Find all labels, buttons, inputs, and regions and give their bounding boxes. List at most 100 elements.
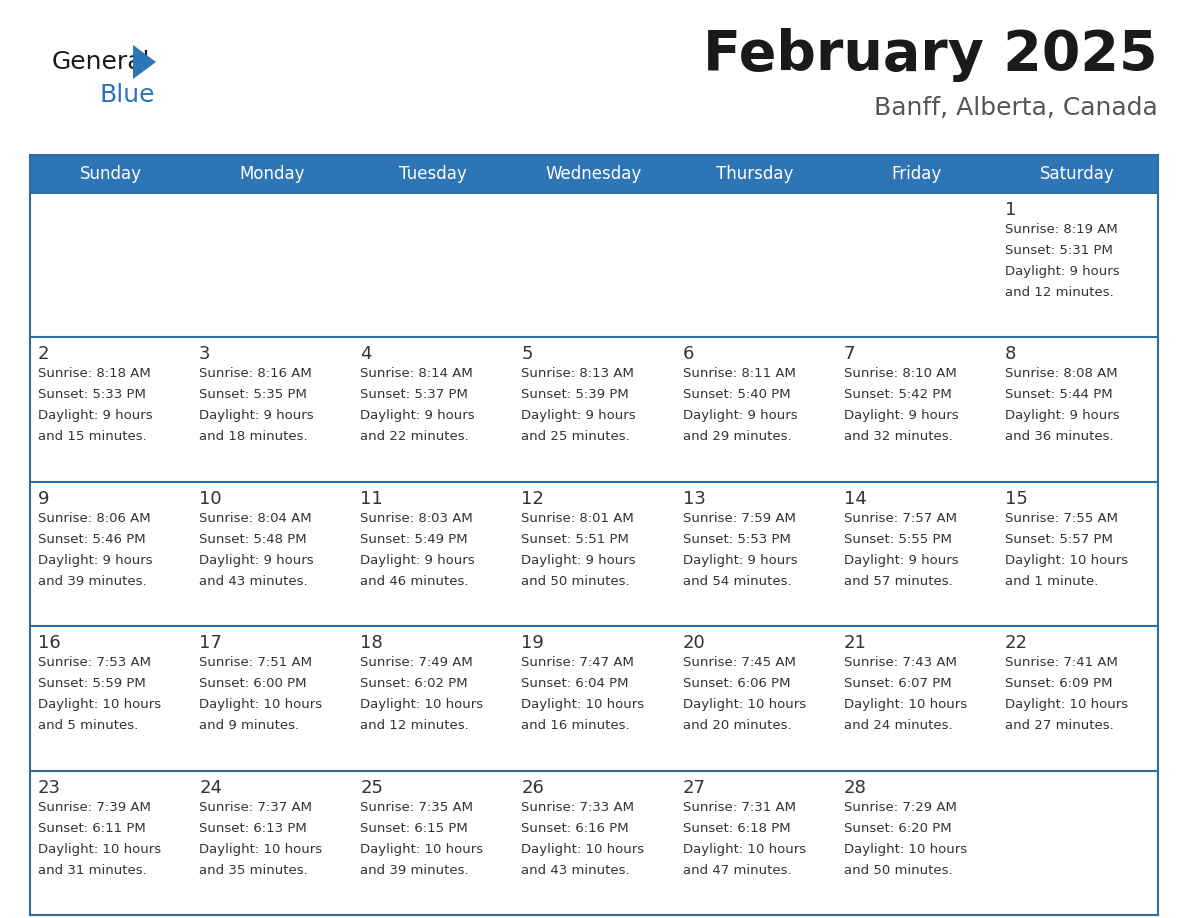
Text: and 9 minutes.: and 9 minutes. — [200, 719, 299, 733]
Text: Daylight: 9 hours: Daylight: 9 hours — [683, 554, 797, 566]
Bar — [675, 626, 835, 770]
Bar — [835, 626, 997, 770]
Text: Sunrise: 8:13 AM: Sunrise: 8:13 AM — [522, 367, 634, 380]
Bar — [835, 193, 997, 338]
Text: and 12 minutes.: and 12 minutes. — [1005, 286, 1113, 299]
Bar — [513, 770, 675, 915]
Text: and 1 minute.: and 1 minute. — [1005, 575, 1098, 588]
Text: and 24 minutes.: and 24 minutes. — [843, 719, 953, 733]
Text: Sunrise: 8:06 AM: Sunrise: 8:06 AM — [38, 512, 151, 525]
Text: Daylight: 9 hours: Daylight: 9 hours — [360, 409, 475, 422]
Text: Monday: Monday — [239, 165, 304, 183]
Text: Sunset: 6:09 PM: Sunset: 6:09 PM — [1005, 677, 1112, 690]
Text: Sunset: 6:11 PM: Sunset: 6:11 PM — [38, 822, 146, 834]
Text: and 31 minutes.: and 31 minutes. — [38, 864, 147, 877]
Text: Sunrise: 8:14 AM: Sunrise: 8:14 AM — [360, 367, 473, 380]
Text: 20: 20 — [683, 634, 706, 652]
Text: Daylight: 10 hours: Daylight: 10 hours — [200, 699, 322, 711]
Text: 15: 15 — [1005, 490, 1028, 508]
Bar — [835, 770, 997, 915]
Bar — [997, 770, 1158, 915]
Text: Sunrise: 8:03 AM: Sunrise: 8:03 AM — [360, 512, 473, 525]
Text: Daylight: 9 hours: Daylight: 9 hours — [1005, 409, 1119, 422]
Text: Sunset: 6:02 PM: Sunset: 6:02 PM — [360, 677, 468, 690]
Bar — [675, 193, 835, 338]
Text: Daylight: 10 hours: Daylight: 10 hours — [683, 843, 805, 856]
Text: 10: 10 — [200, 490, 222, 508]
Bar — [353, 338, 513, 482]
Text: and 46 minutes.: and 46 minutes. — [360, 575, 469, 588]
Text: Daylight: 9 hours: Daylight: 9 hours — [843, 554, 959, 566]
Text: 18: 18 — [360, 634, 383, 652]
Bar — [191, 338, 353, 482]
Bar — [513, 193, 675, 338]
Bar — [997, 193, 1158, 338]
Text: and 43 minutes.: and 43 minutes. — [200, 575, 308, 588]
Bar — [30, 482, 191, 626]
Text: and 50 minutes.: and 50 minutes. — [843, 864, 953, 877]
Text: 6: 6 — [683, 345, 694, 364]
Text: Daylight: 9 hours: Daylight: 9 hours — [200, 409, 314, 422]
Text: Sunrise: 7:55 AM: Sunrise: 7:55 AM — [1005, 512, 1118, 525]
Text: Sunday: Sunday — [80, 165, 141, 183]
Text: Sunset: 5:57 PM: Sunset: 5:57 PM — [1005, 532, 1113, 546]
Text: 21: 21 — [843, 634, 866, 652]
Text: Sunrise: 8:16 AM: Sunrise: 8:16 AM — [200, 367, 312, 380]
Bar — [30, 626, 191, 770]
Text: Sunset: 5:53 PM: Sunset: 5:53 PM — [683, 532, 790, 546]
Text: and 12 minutes.: and 12 minutes. — [360, 719, 469, 733]
Bar — [191, 626, 353, 770]
Text: Daylight: 10 hours: Daylight: 10 hours — [522, 843, 645, 856]
Text: 26: 26 — [522, 778, 544, 797]
Text: 13: 13 — [683, 490, 706, 508]
Bar — [513, 626, 675, 770]
Text: Daylight: 9 hours: Daylight: 9 hours — [522, 554, 636, 566]
Text: Sunrise: 7:35 AM: Sunrise: 7:35 AM — [360, 800, 473, 813]
Text: Sunrise: 7:51 AM: Sunrise: 7:51 AM — [200, 656, 312, 669]
Text: Sunrise: 8:18 AM: Sunrise: 8:18 AM — [38, 367, 151, 380]
Text: Blue: Blue — [100, 83, 156, 107]
Bar — [30, 338, 191, 482]
Text: and 22 minutes.: and 22 minutes. — [360, 431, 469, 443]
Text: 17: 17 — [200, 634, 222, 652]
Text: 9: 9 — [38, 490, 50, 508]
Text: Daylight: 10 hours: Daylight: 10 hours — [38, 699, 162, 711]
Text: Sunrise: 7:41 AM: Sunrise: 7:41 AM — [1005, 656, 1118, 669]
Text: 22: 22 — [1005, 634, 1028, 652]
Text: Daylight: 10 hours: Daylight: 10 hours — [38, 843, 162, 856]
Text: Sunset: 6:16 PM: Sunset: 6:16 PM — [522, 822, 630, 834]
Text: Sunrise: 8:01 AM: Sunrise: 8:01 AM — [522, 512, 634, 525]
Bar — [513, 338, 675, 482]
Text: 8: 8 — [1005, 345, 1016, 364]
Text: 7: 7 — [843, 345, 855, 364]
Text: Sunrise: 7:47 AM: Sunrise: 7:47 AM — [522, 656, 634, 669]
Text: Sunset: 5:39 PM: Sunset: 5:39 PM — [522, 388, 630, 401]
Text: 11: 11 — [360, 490, 383, 508]
Text: Sunrise: 8:19 AM: Sunrise: 8:19 AM — [1005, 223, 1118, 236]
Bar — [997, 626, 1158, 770]
Text: 16: 16 — [38, 634, 61, 652]
Text: Friday: Friday — [891, 165, 941, 183]
Text: 4: 4 — [360, 345, 372, 364]
Text: Sunset: 6:04 PM: Sunset: 6:04 PM — [522, 677, 628, 690]
Text: Daylight: 10 hours: Daylight: 10 hours — [200, 843, 322, 856]
Text: Sunset: 5:55 PM: Sunset: 5:55 PM — [843, 532, 952, 546]
Text: Daylight: 10 hours: Daylight: 10 hours — [843, 843, 967, 856]
Text: and 29 minutes.: and 29 minutes. — [683, 431, 791, 443]
Text: Daylight: 10 hours: Daylight: 10 hours — [1005, 554, 1127, 566]
Text: and 39 minutes.: and 39 minutes. — [38, 575, 146, 588]
Bar — [353, 482, 513, 626]
Text: Sunrise: 7:37 AM: Sunrise: 7:37 AM — [200, 800, 312, 813]
Text: Sunrise: 7:59 AM: Sunrise: 7:59 AM — [683, 512, 796, 525]
Text: Sunrise: 7:43 AM: Sunrise: 7:43 AM — [843, 656, 956, 669]
Text: Daylight: 9 hours: Daylight: 9 hours — [843, 409, 959, 422]
Text: and 15 minutes.: and 15 minutes. — [38, 431, 147, 443]
Text: 3: 3 — [200, 345, 210, 364]
Bar — [191, 193, 353, 338]
Text: and 16 minutes.: and 16 minutes. — [522, 719, 630, 733]
Bar — [30, 155, 1158, 193]
Bar — [30, 770, 191, 915]
Text: Sunrise: 7:31 AM: Sunrise: 7:31 AM — [683, 800, 796, 813]
Text: 24: 24 — [200, 778, 222, 797]
Text: Sunset: 6:15 PM: Sunset: 6:15 PM — [360, 822, 468, 834]
